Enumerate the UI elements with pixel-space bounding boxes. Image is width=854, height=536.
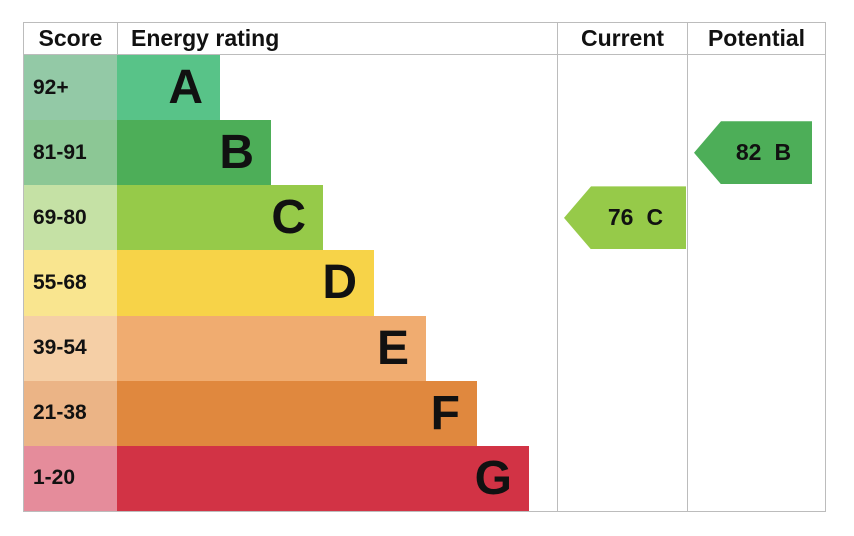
band-bar-e: E bbox=[117, 315, 426, 381]
band-letter-a: A bbox=[168, 61, 203, 115]
potential-column-cell bbox=[687, 185, 825, 251]
score-range-g: 1-20 bbox=[24, 445, 117, 511]
band-bar-area-f: F bbox=[117, 380, 557, 446]
potential-column-cell bbox=[687, 55, 825, 121]
band-row-d: 55-68 D bbox=[24, 250, 825, 316]
band-letter-b: B bbox=[219, 126, 254, 180]
score-range-c: 69-80 bbox=[24, 185, 117, 251]
band-bar-area-d: D bbox=[117, 250, 557, 316]
potential-rating-arrow: 82 B bbox=[694, 121, 812, 185]
band-bar-area-b: B bbox=[117, 120, 557, 186]
potential-column-cell bbox=[687, 315, 825, 381]
band-bar-b: B bbox=[117, 120, 271, 186]
table-header: Score Energy rating Current Potential bbox=[24, 23, 825, 55]
header-score: Score bbox=[38, 25, 103, 51]
current-rating-value: 76 bbox=[607, 204, 634, 231]
potential-rating-letter: B bbox=[774, 139, 792, 166]
current-column-cell bbox=[557, 315, 687, 381]
potential-column-cell bbox=[687, 120, 825, 186]
band-bar-area-a: A bbox=[117, 55, 557, 121]
header-potential: Potential bbox=[687, 23, 825, 54]
band-bar-c: C bbox=[117, 185, 323, 251]
score-range-d: 55-68 bbox=[24, 250, 117, 316]
score-range-f: 21-38 bbox=[24, 380, 117, 446]
band-bar-area-c: C bbox=[117, 185, 557, 251]
band-row-e: 39-54 E bbox=[24, 315, 825, 381]
current-rating-arrow: 76 C bbox=[564, 186, 686, 250]
band-bar-area-g: G bbox=[117, 445, 557, 511]
current-column-cell bbox=[557, 55, 687, 121]
epc-table: Score Energy rating Current Potential 92… bbox=[23, 22, 826, 512]
current-column-cell bbox=[557, 445, 687, 511]
band-letter-e: E bbox=[376, 321, 409, 375]
band-bar-a: A bbox=[117, 55, 220, 121]
band-bar-area-e: E bbox=[117, 315, 557, 381]
band-letter-g: G bbox=[474, 451, 512, 505]
header-current: Current bbox=[557, 23, 687, 54]
current-column-cell bbox=[557, 380, 687, 446]
band-row-f: 21-38 F bbox=[24, 380, 825, 446]
band-letter-c: C bbox=[271, 191, 306, 245]
score-range-a: 92+ bbox=[24, 55, 117, 121]
band-row-b: 81-91 B bbox=[24, 120, 825, 186]
band-rows: 92+ A 81-91 B 69-80 C bbox=[24, 55, 825, 511]
band-row-g: 1-20 G bbox=[24, 445, 825, 511]
current-column-cell bbox=[557, 250, 687, 316]
band-row-c: 69-80 C bbox=[24, 185, 825, 251]
potential-rating-value: 82 bbox=[735, 139, 762, 166]
score-range-b: 81-91 bbox=[24, 120, 117, 186]
band-letter-d: D bbox=[322, 256, 357, 310]
band-bar-d: D bbox=[117, 250, 374, 316]
header-energy-rating: Energy rating bbox=[117, 23, 557, 54]
current-column-cell bbox=[557, 185, 687, 251]
potential-column-cell bbox=[687, 445, 825, 511]
band-row-a: 92+ A bbox=[24, 55, 825, 121]
current-rating-letter: C bbox=[646, 204, 664, 231]
band-bar-g: G bbox=[117, 445, 529, 511]
current-column-cell bbox=[557, 120, 687, 186]
band-letter-f: F bbox=[430, 386, 460, 440]
potential-column-cell bbox=[687, 380, 825, 446]
score-range-e: 39-54 bbox=[24, 315, 117, 381]
potential-column-cell bbox=[687, 250, 825, 316]
band-bar-f: F bbox=[117, 380, 477, 446]
